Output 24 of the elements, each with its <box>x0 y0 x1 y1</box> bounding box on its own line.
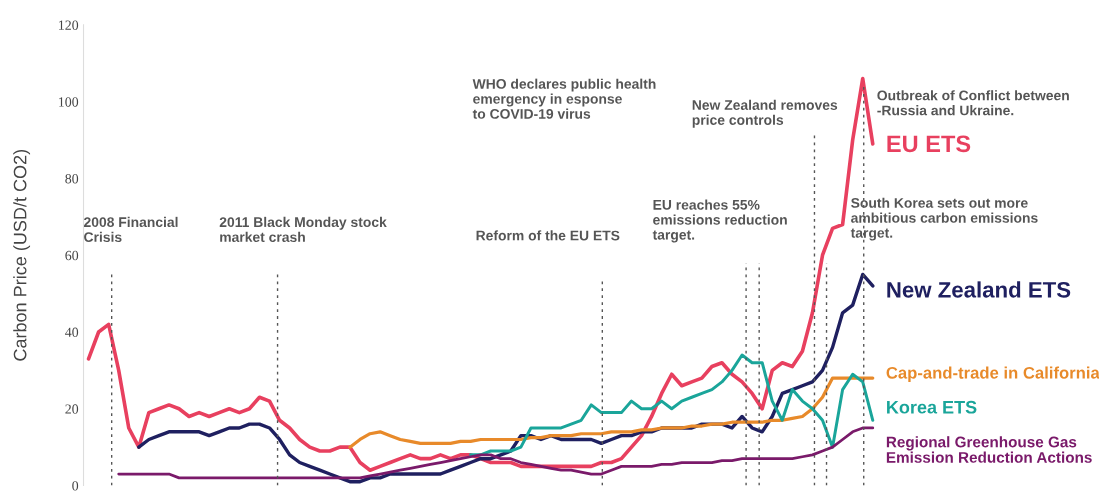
annotation: New Zealand removes price controls <box>692 99 838 128</box>
series-label: Regional Greenhouse Gas Emission Reduction Actions <box>886 436 1092 463</box>
annotation: Reform of the EU ETS <box>476 230 620 241</box>
annotation: South Korea sets out more ambitious carbon emissions target. <box>850 197 1038 241</box>
y-tick-label: 120 <box>59 20 79 30</box>
y-tick-label: 60 <box>65 250 79 261</box>
series-label: EU ETS <box>887 135 971 153</box>
y-tick-label: 20 <box>65 404 79 414</box>
annotation: WHO declares public health emergency in esponse to COVID-19 virus <box>472 78 656 119</box>
line-series <box>117 426 875 480</box>
y-tick-label: 0 <box>72 481 79 491</box>
annotation: EU reaches 55% emissions reduction target. <box>652 199 787 243</box>
line-series <box>348 376 875 449</box>
annotation: Outbreak of Conflict between -Russia and Ukraine. <box>877 90 1069 116</box>
annotation: 2008 Financial Crisis <box>84 216 178 242</box>
y-axis-title: Carbon Price (USD/t CO2) <box>13 149 31 361</box>
y-tick-label: 40 <box>65 327 79 337</box>
y-tick-label: 100 <box>59 97 79 107</box>
series-label: New Zealand ETS <box>887 281 1071 298</box>
series-label: Cap-and-trade in California <box>886 366 1099 382</box>
y-tick-label: 80 <box>65 174 79 184</box>
series-label: Korea ETS <box>887 400 977 414</box>
line-series <box>469 353 875 457</box>
annotation: 2011 Black Monday stock market crash <box>219 216 387 242</box>
